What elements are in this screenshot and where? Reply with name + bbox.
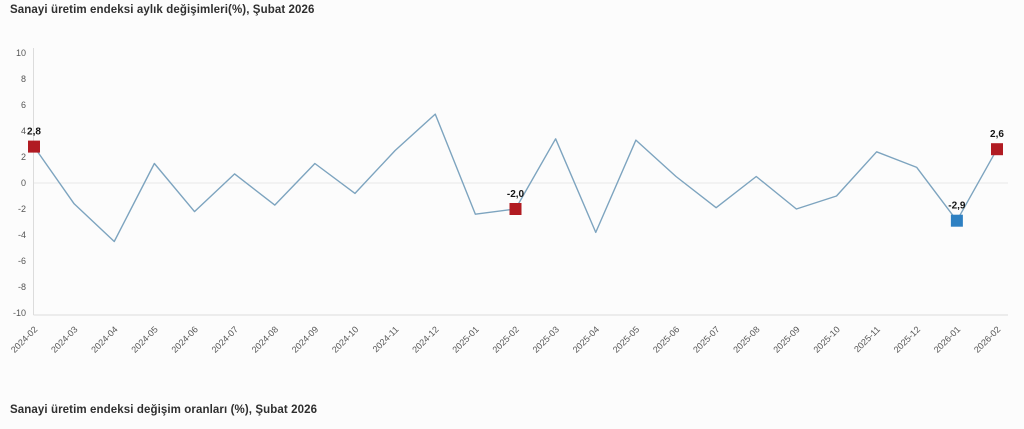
x-tick-label: 2025-03 <box>531 324 561 354</box>
x-tick-label: 2024-02 <box>9 324 39 354</box>
x-tick-label: 2025-11 <box>852 324 882 354</box>
x-tick-label: 2025-04 <box>571 324 601 354</box>
x-tick-label: 2025-07 <box>691 324 721 354</box>
y-tick-label: -2 <box>18 204 26 214</box>
data-point-label: 2,6 <box>990 129 1004 140</box>
x-tick-label: 2025-02 <box>490 324 520 354</box>
data-point-marker <box>950 214 963 227</box>
data-point-marker <box>509 203 522 215</box>
x-tick-label: 2025-10 <box>811 324 841 354</box>
x-tick-label: 2024-05 <box>129 324 159 354</box>
y-tick-label: 0 <box>21 178 26 188</box>
y-tick-label: -10 <box>13 308 26 318</box>
y-tick-label: 10 <box>16 48 26 58</box>
x-tick-label: 2025-06 <box>651 324 681 354</box>
second-section-title: Sanayi üretim endeksi değişim oranları (… <box>10 404 318 416</box>
x-tick-label: 2025-09 <box>771 324 801 354</box>
data-point-marker <box>28 140 40 153</box>
x-tick-label: 2024-06 <box>169 324 199 354</box>
data-point-marker <box>991 143 1003 156</box>
x-tick-label: 2024-07 <box>210 324 240 354</box>
x-tick-label: 2025-05 <box>611 324 641 354</box>
data-point-label: -2,0 <box>507 189 525 200</box>
x-tick-label: 2025-12 <box>892 324 922 354</box>
x-tick-label: 2024-12 <box>410 324 440 354</box>
data-point-label: 2,8 <box>27 127 41 138</box>
y-tick-label: -8 <box>18 282 26 292</box>
data-line <box>33 113 998 243</box>
x-tick-label: 2024-09 <box>290 324 320 354</box>
data-point-label: -2,9 <box>948 201 966 212</box>
x-tick-label: 2024-04 <box>89 324 119 354</box>
y-tick-label: -4 <box>18 230 26 240</box>
y-tick-label: -6 <box>18 256 26 266</box>
x-tick-label: 2024-03 <box>49 324 79 354</box>
x-tick-label: 2026-01 <box>932 324 962 354</box>
x-tick-label: 2024-11 <box>371 324 401 354</box>
x-tick-label: 2025-01 <box>450 324 480 354</box>
x-tick-label: 2024-08 <box>250 324 280 354</box>
x-tick-label: 2026-02 <box>972 324 1002 354</box>
x-tick-label: 2024-10 <box>330 324 360 354</box>
y-tick-label: 6 <box>21 100 26 110</box>
y-tick-label: 2 <box>21 152 26 162</box>
y-tick-label: 8 <box>21 74 26 84</box>
chart-title: Sanayi üretim endeksi aylık değişimleri(… <box>10 4 315 16</box>
x-tick-label: 2025-08 <box>731 324 761 354</box>
y-tick-label: 4 <box>21 126 26 136</box>
